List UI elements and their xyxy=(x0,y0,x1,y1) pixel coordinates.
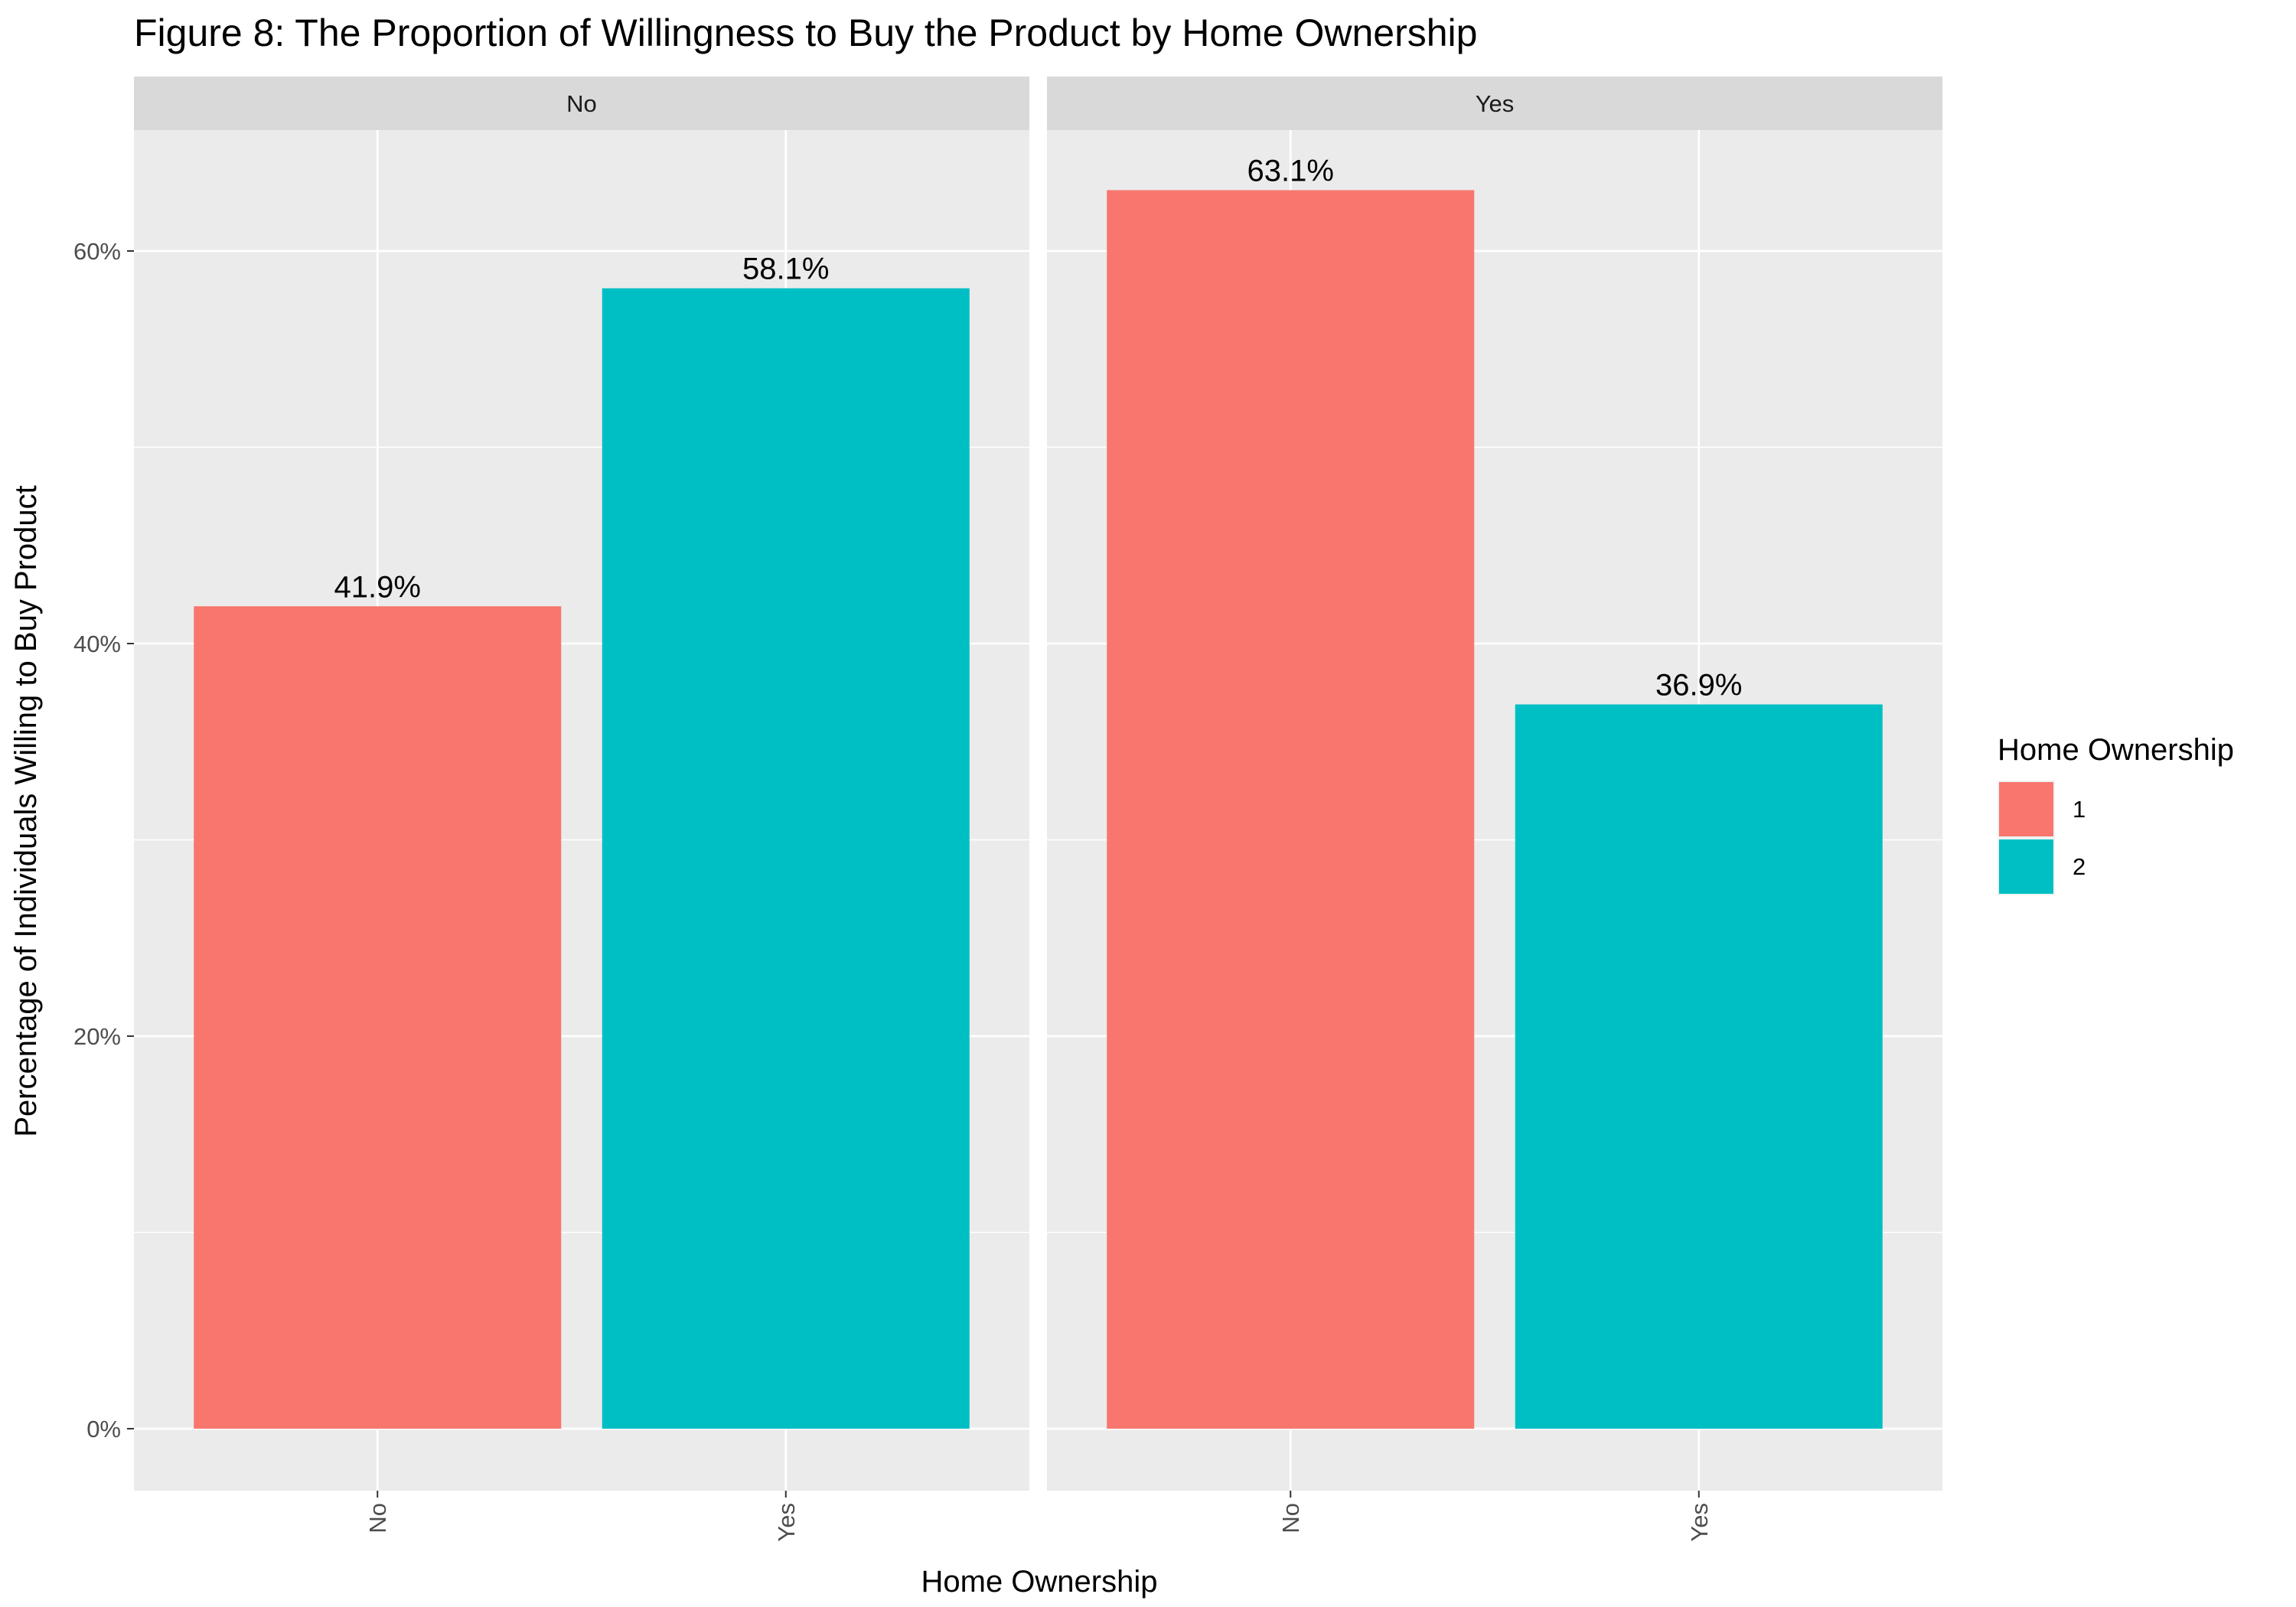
facet-panel: No 41.9% No 58.1% Yes xyxy=(134,77,1029,1542)
y-tick-label: 40% xyxy=(73,631,121,657)
bar-value-label: 63.1% xyxy=(1247,154,1334,187)
bar xyxy=(1515,704,1883,1429)
facet-strip xyxy=(1047,77,1942,130)
facet-panels: No 41.9% No 58.1% Yes Yes 63.1% No 36.9% Yes 0% 20%… xyxy=(73,77,1942,1542)
legend-key-swatch xyxy=(1999,839,2053,894)
x-tick-label: No xyxy=(364,1503,391,1534)
x-axis-title: Home Ownership xyxy=(921,1565,1157,1599)
y-tick-label: 20% xyxy=(73,1023,121,1050)
legend-title: Home Ownership xyxy=(1998,733,2234,767)
bar-value-label: 41.9% xyxy=(334,570,421,604)
legend-key-swatch xyxy=(1999,782,2053,836)
x-tick-label: No xyxy=(1277,1503,1304,1534)
legend-key-label: 2 xyxy=(2073,853,2086,880)
facet-strip-label: No xyxy=(566,90,597,117)
bar-value-label: 58.1% xyxy=(742,253,829,286)
bar xyxy=(194,606,562,1429)
bar-value-label: 36.9% xyxy=(1655,669,1742,702)
bar xyxy=(1107,190,1475,1429)
legend: Home Ownership 12 xyxy=(1998,733,2234,895)
y-tick-label: 0% xyxy=(86,1416,121,1442)
facet-strip-label: Yes xyxy=(1476,90,1515,117)
facet-strip xyxy=(134,77,1029,130)
chart-title: Figure 8: The Proportion of Willingness … xyxy=(134,11,1477,54)
y-axis-title: Percentage of Individuals Willing to Buy… xyxy=(9,485,43,1137)
legend-key-label: 1 xyxy=(2073,796,2086,823)
legend-keys: 12 xyxy=(1998,781,2086,895)
bar xyxy=(602,288,970,1429)
y-axis: 0% 20% 40% 60% xyxy=(73,238,134,1442)
y-tick-label: 60% xyxy=(73,238,121,265)
facet-panel: Yes 63.1% No 36.9% Yes xyxy=(1047,77,1942,1542)
x-tick-label: Yes xyxy=(773,1503,800,1542)
x-tick-label: Yes xyxy=(1686,1503,1713,1542)
